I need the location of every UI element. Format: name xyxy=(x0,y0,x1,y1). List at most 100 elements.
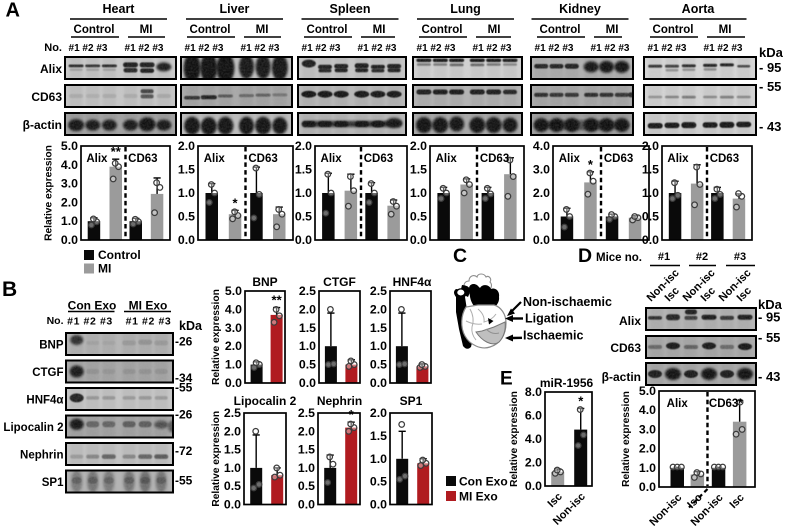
svg-text:0.5: 0.5 xyxy=(410,210,427,224)
svg-text:2.5: 2.5 xyxy=(370,284,387,298)
svg-text:MI: MI xyxy=(606,24,619,36)
svg-text:Relative expression: Relative expression xyxy=(509,391,520,487)
svg-text:3.0: 3.0 xyxy=(61,177,78,191)
svg-text:Nephrin: Nephrin xyxy=(20,450,63,462)
svg-text:1.0: 1.0 xyxy=(642,186,659,200)
svg-text:miR-1956: miR-1956 xyxy=(540,376,594,390)
svg-text:1.0: 1.0 xyxy=(61,214,78,228)
svg-text:CD63: CD63 xyxy=(480,153,509,165)
svg-text:0.0: 0.0 xyxy=(370,376,387,390)
svg-text:-72: -72 xyxy=(175,444,193,458)
svg-text:Alix: Alix xyxy=(40,62,62,76)
svg-text:2.0: 2.0 xyxy=(639,442,656,456)
svg-text:2.0: 2.0 xyxy=(61,195,78,209)
svg-text:#1 #2 #3: #1 #2 #3 xyxy=(648,43,687,54)
svg-text:Ischaemic: Ischaemic xyxy=(523,329,584,343)
svg-text:kDa: kDa xyxy=(759,45,784,60)
svg-text:0.5: 0.5 xyxy=(370,475,387,489)
svg-text:4.0: 4.0 xyxy=(225,302,242,316)
svg-text:0.0: 0.0 xyxy=(178,233,195,247)
svg-text:0.0: 0.0 xyxy=(642,233,659,247)
svg-text:0.0: 0.0 xyxy=(295,233,312,247)
svg-text:BNP: BNP xyxy=(39,340,64,352)
svg-text:1.5: 1.5 xyxy=(370,429,387,443)
svg-text:0.0: 0.0 xyxy=(299,376,316,390)
svg-text:Alix: Alix xyxy=(667,398,689,410)
svg-text:2.5: 2.5 xyxy=(298,406,315,420)
svg-text:2.5: 2.5 xyxy=(224,406,241,420)
svg-text:BNP: BNP xyxy=(252,275,277,289)
svg-text:No.: No. xyxy=(44,42,62,54)
svg-text:β-actin: β-actin xyxy=(23,118,62,132)
svg-text:1.5: 1.5 xyxy=(642,163,659,177)
svg-text:1.0: 1.0 xyxy=(533,210,550,224)
svg-text:0.0: 0.0 xyxy=(410,233,427,247)
svg-text:Liver: Liver xyxy=(220,2,250,16)
svg-text:CD63: CD63 xyxy=(610,341,641,355)
svg-text:2.0: 2.0 xyxy=(224,424,241,438)
svg-text:Non-ischaemic: Non-ischaemic xyxy=(523,295,612,309)
svg-text:2.0: 2.0 xyxy=(533,186,550,200)
svg-text:0.0: 0.0 xyxy=(525,479,542,493)
svg-text:1.0: 1.0 xyxy=(370,452,387,466)
svg-text:#1 #2 #3: #1 #2 #3 xyxy=(358,43,397,54)
svg-text:kDa: kDa xyxy=(179,319,203,333)
svg-text:-55: -55 xyxy=(175,474,193,488)
svg-text:Alix: Alix xyxy=(436,153,458,165)
svg-text:Control: Control xyxy=(98,248,141,262)
svg-text:#1 #2 #3: #1 #2 #3 xyxy=(126,316,172,328)
svg-text:0.0: 0.0 xyxy=(370,498,387,512)
svg-text:Ligation: Ligation xyxy=(525,312,574,326)
svg-text:MI: MI xyxy=(256,24,269,36)
svg-text:- 95: - 95 xyxy=(758,310,780,325)
svg-text:2.0: 2.0 xyxy=(225,339,242,353)
svg-text:#1 #2 #3: #1 #2 #3 xyxy=(417,43,456,54)
svg-text:Aorta: Aorta xyxy=(682,2,716,16)
svg-text:#1 #2 #3: #1 #2 #3 xyxy=(185,43,224,54)
svg-text:Kidney: Kidney xyxy=(559,2,601,16)
svg-text:1.5: 1.5 xyxy=(299,321,316,335)
svg-text:E: E xyxy=(500,369,513,390)
svg-text:Control: Control xyxy=(422,24,463,36)
svg-text:- 55: - 55 xyxy=(758,330,780,345)
svg-text:MI: MI xyxy=(719,24,732,36)
svg-text:4.0: 4.0 xyxy=(533,139,550,153)
svg-text:0.5: 0.5 xyxy=(295,210,312,224)
svg-text:#1 #2 #3: #1 #2 #3 xyxy=(535,43,574,54)
svg-text:0.5: 0.5 xyxy=(298,479,315,493)
svg-text:#1 #2 #3: #1 #2 #3 xyxy=(125,43,164,54)
svg-text:Relative expression: Relative expression xyxy=(621,391,632,487)
svg-text:Control: Control xyxy=(307,24,348,36)
svg-text:2.0: 2.0 xyxy=(370,302,387,316)
svg-text:#2: #2 xyxy=(696,251,708,263)
svg-text:4.0: 4.0 xyxy=(61,158,78,172)
svg-text:1.0: 1.0 xyxy=(410,186,427,200)
svg-text:Spleen: Spleen xyxy=(330,2,371,16)
svg-text:D: D xyxy=(578,245,592,267)
svg-text:2.0: 2.0 xyxy=(525,456,542,470)
svg-text:4.0: 4.0 xyxy=(639,403,656,417)
svg-text:Lung: Lung xyxy=(450,2,481,16)
svg-text:0.0: 0.0 xyxy=(224,498,241,512)
svg-text:CD63: CD63 xyxy=(128,153,157,165)
svg-text:0.0: 0.0 xyxy=(298,498,315,512)
svg-text:Relative expression: Relative expression xyxy=(211,411,222,507)
svg-text:CD63*: CD63* xyxy=(709,398,743,410)
svg-text:CD63: CD63 xyxy=(31,90,62,104)
svg-text:0.0: 0.0 xyxy=(61,233,78,247)
svg-text:Control: Control xyxy=(190,24,231,36)
svg-text:0.5: 0.5 xyxy=(224,479,241,493)
svg-text:Alix: Alix xyxy=(204,153,226,165)
svg-text:MI Exo: MI Exo xyxy=(459,490,498,504)
svg-text:5.0: 5.0 xyxy=(639,384,656,398)
svg-text:Relative expression: Relative expression xyxy=(211,289,222,385)
svg-text:#1 #2 #3: #1 #2 #3 xyxy=(704,43,743,54)
svg-text:#1 #2 #3: #1 #2 #3 xyxy=(473,43,512,54)
svg-text:2.5: 2.5 xyxy=(299,284,316,298)
svg-text:-26: -26 xyxy=(175,335,193,349)
svg-text:Relative expression: Relative expression xyxy=(44,145,55,241)
svg-text:3.0: 3.0 xyxy=(533,163,550,177)
svg-text:1.0: 1.0 xyxy=(224,461,241,475)
svg-text:1.0: 1.0 xyxy=(295,186,312,200)
svg-text:Nephrin: Nephrin xyxy=(317,394,362,408)
